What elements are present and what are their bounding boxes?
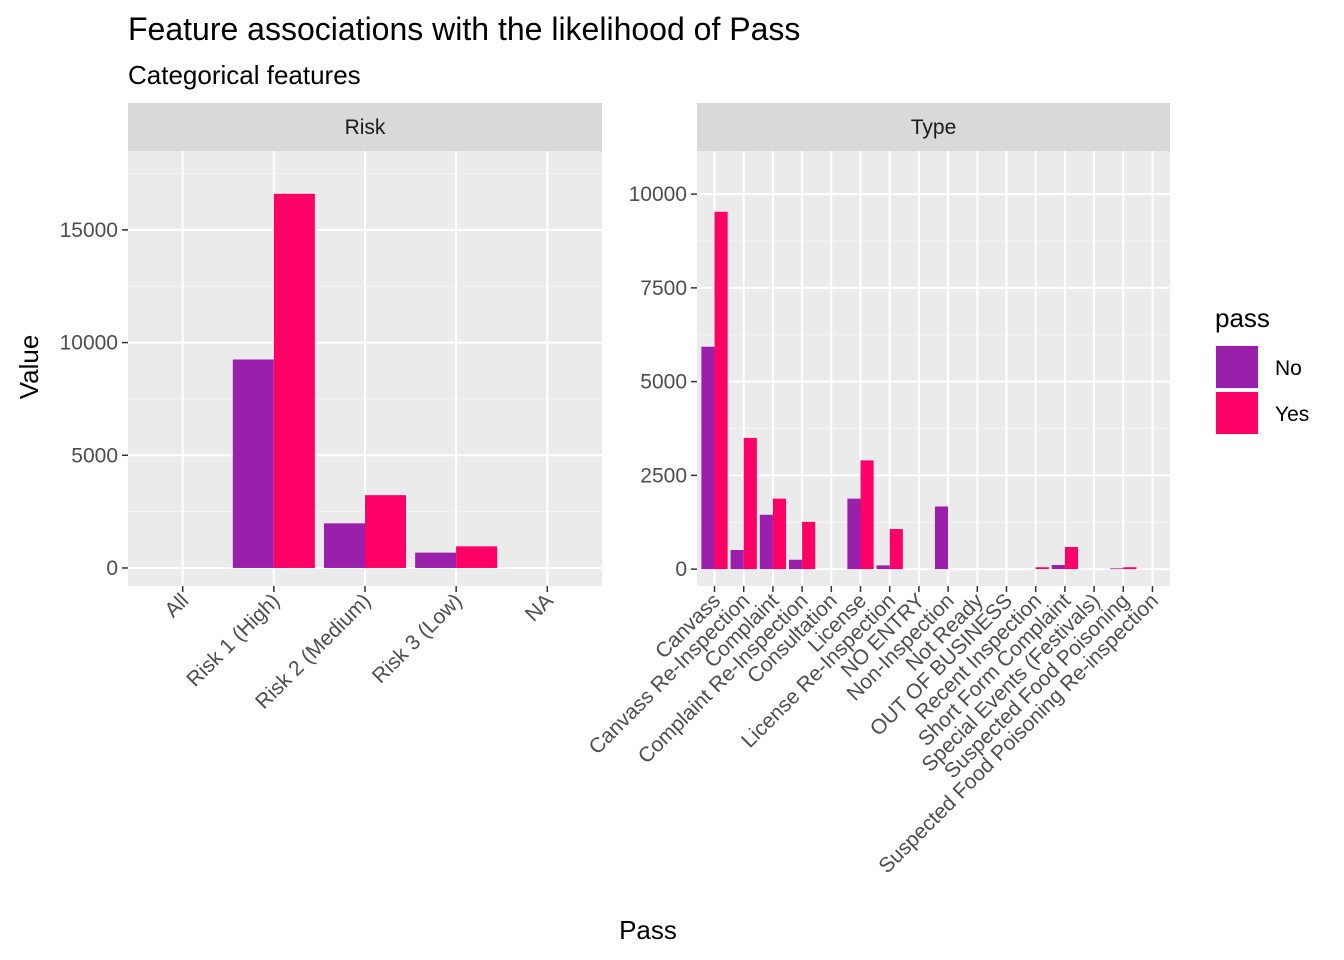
bar-yes — [772, 498, 787, 570]
y-tick-label: 7500 — [640, 277, 687, 300]
chart-subtitle: Categorical features — [128, 60, 361, 90]
legend-title: pass — [1215, 303, 1270, 333]
bar-yes — [714, 211, 728, 570]
bar-yes — [456, 546, 498, 568]
bar-no — [730, 550, 744, 570]
bar-no — [759, 514, 773, 570]
bar-no — [1110, 568, 1124, 570]
y-tick-label: 5000 — [640, 371, 687, 394]
facet-strip-label: Risk — [345, 116, 386, 139]
bar-yes — [860, 460, 874, 570]
facet-strip — [697, 103, 1170, 151]
bar-no — [876, 565, 890, 570]
y-tick-label: 15000 — [60, 219, 118, 242]
y-axis-title: Value — [14, 335, 44, 400]
bar-yes — [889, 529, 903, 570]
legend-key-no — [1216, 346, 1258, 388]
y-tick-label: 2500 — [640, 464, 687, 487]
chart-title: Feature associations with the likelihood… — [128, 11, 800, 47]
x-tick-label: All — [160, 589, 193, 622]
bar-no — [323, 523, 365, 568]
facet-strip-label: Type — [911, 116, 957, 139]
bar-no — [934, 506, 949, 570]
bar-yes — [1123, 567, 1137, 570]
legend-key-yes — [1216, 392, 1258, 434]
bar-no — [232, 359, 274, 568]
bar-no — [847, 498, 861, 570]
y-tick-label: 5000 — [71, 444, 118, 467]
y-tick-label: 10000 — [60, 332, 118, 355]
x-tick-label: NA — [521, 589, 558, 626]
y-tick-label: 0 — [106, 557, 118, 580]
bar-yes — [1035, 567, 1049, 570]
bar-yes — [273, 193, 315, 568]
legend: pass No Yes — [1215, 303, 1309, 435]
bar-no — [788, 559, 803, 570]
bar-no — [415, 552, 457, 568]
y-tick-label: 0 — [675, 558, 687, 581]
bar-no — [701, 346, 715, 570]
facet-strip — [128, 103, 602, 151]
legend-label-no: No — [1275, 357, 1302, 380]
x-tick-label: Risk 3 (Low) — [368, 589, 467, 688]
bar-yes — [1064, 547, 1079, 570]
bar-no — [1051, 565, 1065, 570]
bar-yes — [365, 495, 407, 568]
x-tick-label: Risk 1 (High) — [182, 589, 284, 691]
bar-yes — [743, 437, 757, 570]
x-axis-title: Pass — [619, 915, 677, 945]
y-tick-label: 10000 — [629, 183, 687, 206]
bar-yes — [802, 521, 816, 570]
legend-label-yes: Yes — [1275, 403, 1309, 426]
